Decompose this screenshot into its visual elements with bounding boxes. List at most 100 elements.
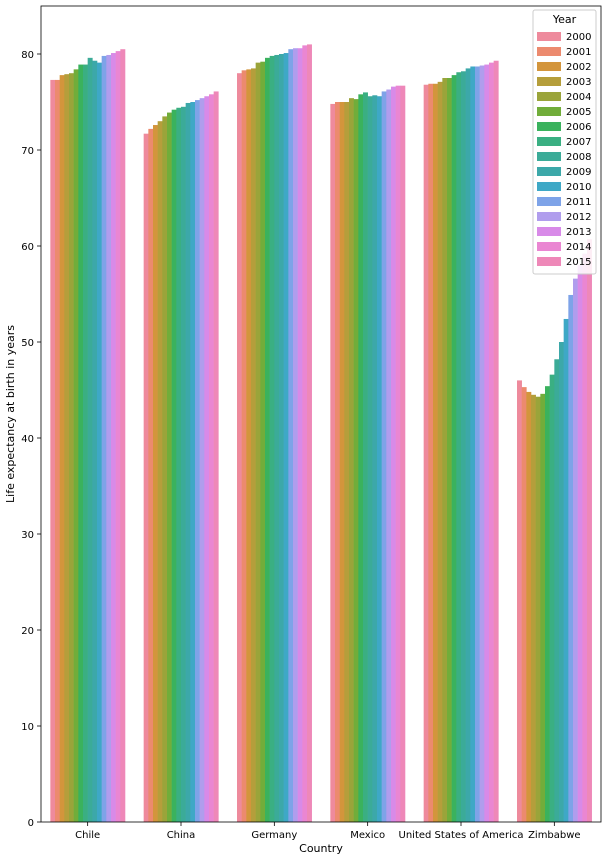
bar-chile-2009 [92,60,98,823]
legend-label: 2011 [566,197,591,208]
bar-germany-2009 [279,54,284,822]
bar-zimbabwe-2006 [545,386,550,822]
bar-mexico-2007 [363,92,368,822]
bar-chile-2001 [55,79,60,823]
legend-swatch [537,47,561,56]
bar-mexico-2003 [344,102,350,822]
bar-mexico-2000 [330,103,336,823]
bar-china-2000 [143,133,149,822]
legend-box [532,9,597,275]
bar-germany-2005 [260,61,266,823]
y-tick-label: 80 [21,50,34,61]
legend: Year 2000 2001 2002 2003 2004 2005 2006 2007 200… [532,9,597,275]
legend-label: 2001 [566,47,591,58]
bar-mexico-2001 [335,102,340,822]
bar-chile-2005 [73,69,79,823]
bar-united-states-of-america-2009 [465,68,471,822]
legend-label: 2002 [566,62,591,73]
x-tick-label: Mexico [350,830,385,841]
bar-chile-2002 [59,75,65,823]
bar-china-2008 [181,106,186,823]
bar-germany-2006 [265,57,270,822]
bar-zimbabwe-2003 [531,394,536,822]
legend-swatch [537,62,561,71]
legend-swatch [537,32,561,41]
bar-united-states-of-america-2003 [437,81,443,823]
bar-united-states-of-america-2010 [470,66,476,823]
x-tick-label: China [167,830,196,841]
x-tick-label: Zimbabwe [528,830,581,841]
x-tick-label: Germany [251,830,297,841]
y-tick-label: 0 [28,818,34,829]
bar-united-states-of-america-2006 [451,75,457,823]
bar-germany-2011 [288,49,294,822]
bar-china-2006 [171,109,177,823]
legend-label: 2009 [566,167,591,178]
bar-mexico-2006 [358,94,364,822]
legend-label: 2012 [566,212,591,223]
bar-zimbabwe-2004 [535,396,541,822]
bar-chile-2015 [120,49,126,822]
bar-united-states-of-america-2004 [442,78,448,822]
x-axis: Chile China Germany Mexico United States of … [75,822,581,841]
y-tick-label: 40 [21,434,34,445]
bar-chile-2008 [87,57,93,822]
bar-chile-2007 [83,64,88,822]
bar-united-states-of-america-2000 [423,84,429,823]
bar-zimbabwe-2001 [521,387,527,822]
bar-china-2015 [213,91,219,822]
bar-zimbabwe-2000 [517,380,522,822]
legend-swatch [537,167,561,176]
legend-swatch [537,242,561,251]
legend-swatch [537,212,561,221]
bar-mexico-2014 [395,85,401,823]
x-tick-label: United States of America [399,830,524,841]
legend-swatch [537,122,561,131]
legend-label: 2014 [566,242,591,253]
bar-china-2004 [162,116,168,822]
bar-zimbabwe-2011 [568,294,574,823]
bar-china-2010 [190,102,196,822]
bar-china-2001 [148,128,154,822]
bar-germany-2000 [237,73,242,822]
y-tick-label: 10 [21,722,34,733]
bar-mexico-2015 [400,85,406,823]
bar-zimbabwe-2007 [549,374,555,822]
bar-chile-2006 [78,64,84,822]
bar-zimbabwe-2005 [540,393,546,822]
bar-china-2005 [167,112,172,822]
legend-label: 2010 [566,182,591,193]
bar-chile-2000 [50,79,56,823]
bar-china-2009 [185,102,191,822]
bar-chile-2003 [64,74,70,822]
bar-china-2002 [153,125,158,823]
legend-swatch [537,137,561,146]
legend-label: 2005 [566,107,591,118]
bar-zimbabwe-2012 [573,278,578,822]
bar-mexico-2013 [391,86,396,822]
bar-united-states-of-america-2002 [433,83,438,822]
bar-zimbabwe-2015 [587,239,592,822]
legend-label: 2004 [566,92,591,103]
bar-united-states-of-america-2011 [475,66,480,823]
legend-swatch [537,152,561,161]
bar-zimbabwe-2009 [559,342,564,822]
bar-united-states-of-america-2005 [447,78,452,822]
legend-label: 2007 [566,137,591,148]
y-tick-label: 70 [21,146,34,157]
bar-chile-2004 [69,73,74,822]
bars-layer [50,44,592,823]
y-axis-label: Life expectancy at birth in years [4,325,17,503]
bar-germany-2008 [274,54,280,822]
bar-united-states-of-america-2014 [489,62,494,822]
y-tick-label: 20 [21,626,34,637]
bar-china-2011 [195,100,200,822]
legend-swatch [537,182,561,191]
bar-chile-2014 [115,51,121,823]
legend-swatch [537,92,561,101]
bar-germany-2001 [241,70,247,822]
bar-zimbabwe-2010 [563,318,569,822]
legend-swatch [537,257,561,266]
legend-label: 2008 [566,152,591,163]
